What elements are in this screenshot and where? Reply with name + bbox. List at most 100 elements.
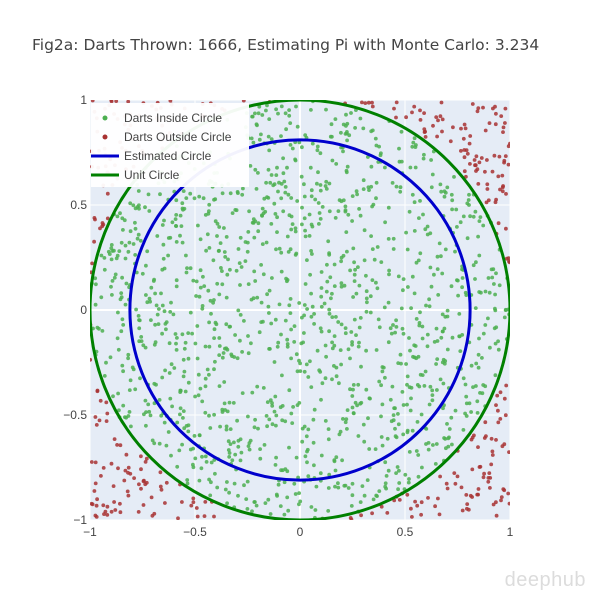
dart-inside-point xyxy=(437,241,442,246)
dart-inside-point xyxy=(260,113,265,117)
dart-inside-point xyxy=(175,336,179,340)
dart-inside-point xyxy=(278,504,283,508)
dart-inside-point xyxy=(401,277,406,281)
legend-label[interactable]: Estimated Circle xyxy=(124,149,212,163)
dart-inside-point xyxy=(287,113,292,118)
dart-inside-point xyxy=(306,427,311,432)
dart-inside-point xyxy=(240,350,245,354)
dart-inside-point xyxy=(389,331,394,336)
dart-inside-point xyxy=(170,220,175,225)
dart-inside-point xyxy=(266,304,271,309)
dart-inside-point xyxy=(196,223,200,228)
legend-label[interactable]: Unit Circle xyxy=(124,168,180,182)
dart-inside-point xyxy=(292,324,297,328)
dart-inside-point xyxy=(434,326,439,331)
dart-inside-point xyxy=(348,356,352,361)
dart-inside-point xyxy=(135,236,140,241)
dart-inside-point xyxy=(276,189,280,194)
dart-outside-point xyxy=(492,153,497,158)
dart-outside-point xyxy=(92,239,96,244)
dart-inside-point xyxy=(398,352,403,357)
dart-inside-point xyxy=(312,463,316,468)
dart-inside-point xyxy=(493,373,498,378)
dart-inside-point xyxy=(169,300,173,305)
dart-outside-point xyxy=(98,398,103,403)
dart-inside-point xyxy=(298,369,303,373)
dart-inside-point xyxy=(464,401,469,406)
dart-inside-point xyxy=(160,303,165,308)
dart-outside-point xyxy=(359,513,363,518)
dart-outside-point xyxy=(90,100,95,103)
dart-inside-point xyxy=(377,379,382,384)
dart-inside-point xyxy=(405,374,410,379)
dart-inside-point xyxy=(486,316,490,321)
dart-inside-point xyxy=(311,417,316,422)
dart-inside-point xyxy=(324,179,329,184)
dart-inside-point xyxy=(144,410,148,414)
dart-inside-point xyxy=(283,190,288,195)
dart-inside-point xyxy=(286,508,291,513)
dart-inside-point xyxy=(174,213,179,217)
dart-inside-point xyxy=(136,314,141,318)
dart-inside-point xyxy=(257,104,262,109)
dart-inside-point xyxy=(147,209,152,213)
dart-inside-point xyxy=(303,234,308,239)
dart-inside-point xyxy=(379,383,383,388)
dart-inside-point xyxy=(164,443,169,448)
dart-outside-point xyxy=(212,514,216,519)
dart-inside-point xyxy=(302,331,306,335)
dart-inside-point xyxy=(116,310,120,315)
dart-inside-point xyxy=(276,482,281,487)
dart-inside-point xyxy=(426,441,431,445)
dart-inside-point xyxy=(401,288,405,293)
legend[interactable]: Darts Inside Circle Darts Outside Circle E… xyxy=(91,103,249,187)
dart-inside-point xyxy=(450,207,454,212)
legend-label[interactable]: Darts Outside Circle xyxy=(124,130,232,144)
dart-outside-point xyxy=(504,256,509,261)
dart-inside-point xyxy=(186,356,191,361)
dart-inside-point xyxy=(455,225,459,229)
dart-inside-point xyxy=(490,275,495,280)
dart-inside-point xyxy=(404,362,408,366)
dart-inside-point xyxy=(503,307,508,312)
dart-inside-point xyxy=(162,420,167,425)
dart-inside-point xyxy=(421,212,425,217)
dart-outside-point xyxy=(501,130,505,135)
dart-inside-point xyxy=(126,356,130,361)
dart-inside-point xyxy=(196,393,201,398)
dart-inside-point xyxy=(260,213,264,218)
dart-inside-point xyxy=(316,201,321,205)
dart-outside-point xyxy=(499,498,503,503)
dart-outside-point xyxy=(503,154,508,159)
dart-inside-point xyxy=(248,164,253,168)
legend-label[interactable]: Darts Inside Circle xyxy=(124,111,222,125)
dart-inside-point xyxy=(344,230,349,235)
dart-inside-point xyxy=(279,104,284,109)
dart-inside-point xyxy=(121,369,125,374)
dart-inside-point xyxy=(257,137,262,142)
dart-inside-point xyxy=(377,489,382,493)
dart-inside-point xyxy=(93,302,98,307)
dart-inside-point xyxy=(308,272,312,277)
dart-inside-point xyxy=(175,464,180,469)
dart-inside-point xyxy=(350,342,354,347)
dart-outside-point xyxy=(448,139,453,144)
dart-outside-point xyxy=(118,501,122,506)
dart-inside-point xyxy=(396,361,401,365)
dart-outside-point xyxy=(468,134,473,138)
dart-inside-point xyxy=(416,258,421,263)
dart-inside-point xyxy=(213,471,217,476)
dart-inside-point xyxy=(284,127,288,132)
dart-inside-point xyxy=(399,361,403,366)
dart-inside-point xyxy=(294,104,298,109)
dart-inside-point xyxy=(494,271,498,276)
dart-outside-point xyxy=(394,115,398,120)
dart-outside-point xyxy=(470,467,475,472)
dart-outside-point xyxy=(101,503,106,508)
dart-inside-point xyxy=(184,270,189,275)
dart-inside-point xyxy=(327,252,332,257)
watermark: deephub xyxy=(504,569,586,591)
dart-inside-point xyxy=(138,376,142,381)
dart-inside-point xyxy=(463,411,467,416)
dart-inside-point xyxy=(393,426,397,431)
